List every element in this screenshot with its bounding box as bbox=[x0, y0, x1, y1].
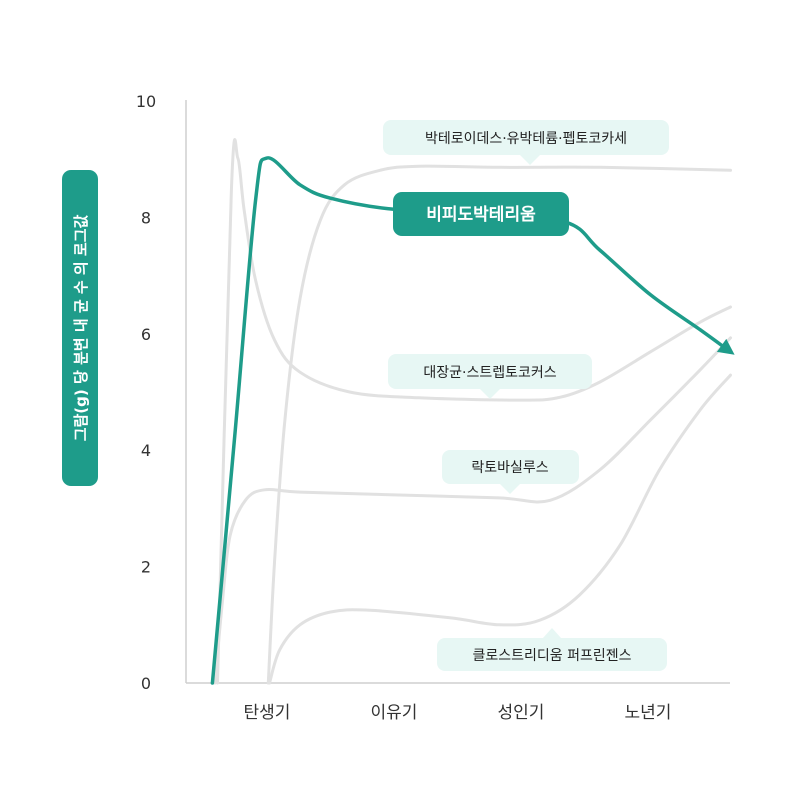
series-line-4 bbox=[268, 373, 732, 685]
callout-text: 대장균·스트렙토코커스 bbox=[423, 365, 556, 381]
callout-text: 클로스트리디움 퍼프린젠스 bbox=[472, 648, 631, 664]
callout-box bbox=[442, 450, 579, 484]
callout-pointer bbox=[543, 628, 561, 638]
callout-pointer bbox=[480, 389, 500, 399]
x-category-label: 탄생기 bbox=[244, 703, 291, 723]
y-tick-label: 0 bbox=[141, 674, 151, 693]
y-tick-label: 4 bbox=[141, 441, 151, 460]
series-line-0 bbox=[266, 164, 732, 685]
y-tick-label: 10 bbox=[136, 92, 156, 111]
callout-box bbox=[388, 354, 592, 389]
y-axis-label-pill bbox=[62, 170, 98, 486]
series-label-lactobacillus: 락토바실루스 bbox=[442, 450, 579, 494]
series-line-2 bbox=[216, 138, 732, 685]
series-lines-gray bbox=[213, 138, 732, 685]
callout-text: 박테로이데스·유박테륨·펩토코카세 bbox=[425, 131, 627, 147]
series-label-bifidobacterium: 비피도박테리움 bbox=[393, 192, 569, 236]
series-label-ecoli-streptococcus: 대장균·스트렙토코커스 bbox=[388, 354, 592, 399]
x-category-label: 이유기 bbox=[371, 703, 418, 723]
x-category-label: 노년기 bbox=[625, 703, 672, 723]
series-arrowhead bbox=[716, 338, 735, 355]
series-lines-highlight bbox=[210, 156, 735, 685]
callout-pointer bbox=[520, 155, 540, 165]
callout-box bbox=[437, 638, 667, 671]
y-axis-label: 그람(g) 당 분변 내 균 수 의 로그값 bbox=[62, 170, 98, 486]
y-tick-label: 6 bbox=[141, 325, 151, 344]
y-axis-label-text: 그람(g) 당 분변 내 균 수 의 로그값 bbox=[72, 215, 90, 442]
x-category-label: 성인기 bbox=[498, 703, 545, 723]
series-line-1 bbox=[210, 156, 733, 685]
x-category-labels: 탄생기 이유기 성인기 노년기 bbox=[244, 703, 672, 723]
y-tick-label: 2 bbox=[141, 558, 151, 577]
callout-box bbox=[393, 192, 569, 236]
y-tick-label: 8 bbox=[141, 208, 151, 227]
callout-box bbox=[383, 120, 669, 155]
callout-text: 락토바실루스 bbox=[471, 460, 548, 476]
callout-pointer bbox=[500, 484, 520, 494]
callout-text: 비피도박테리움 bbox=[426, 205, 536, 225]
y-tick-labels: 0 2 4 6 8 10 bbox=[136, 92, 156, 693]
series-line-3 bbox=[213, 336, 732, 685]
series-label-bacteroides: 박테로이데스·유박테륨·펩토코카세 bbox=[383, 120, 669, 165]
series-label-clostridium: 클로스트리디움 퍼프린젠스 bbox=[437, 628, 667, 671]
